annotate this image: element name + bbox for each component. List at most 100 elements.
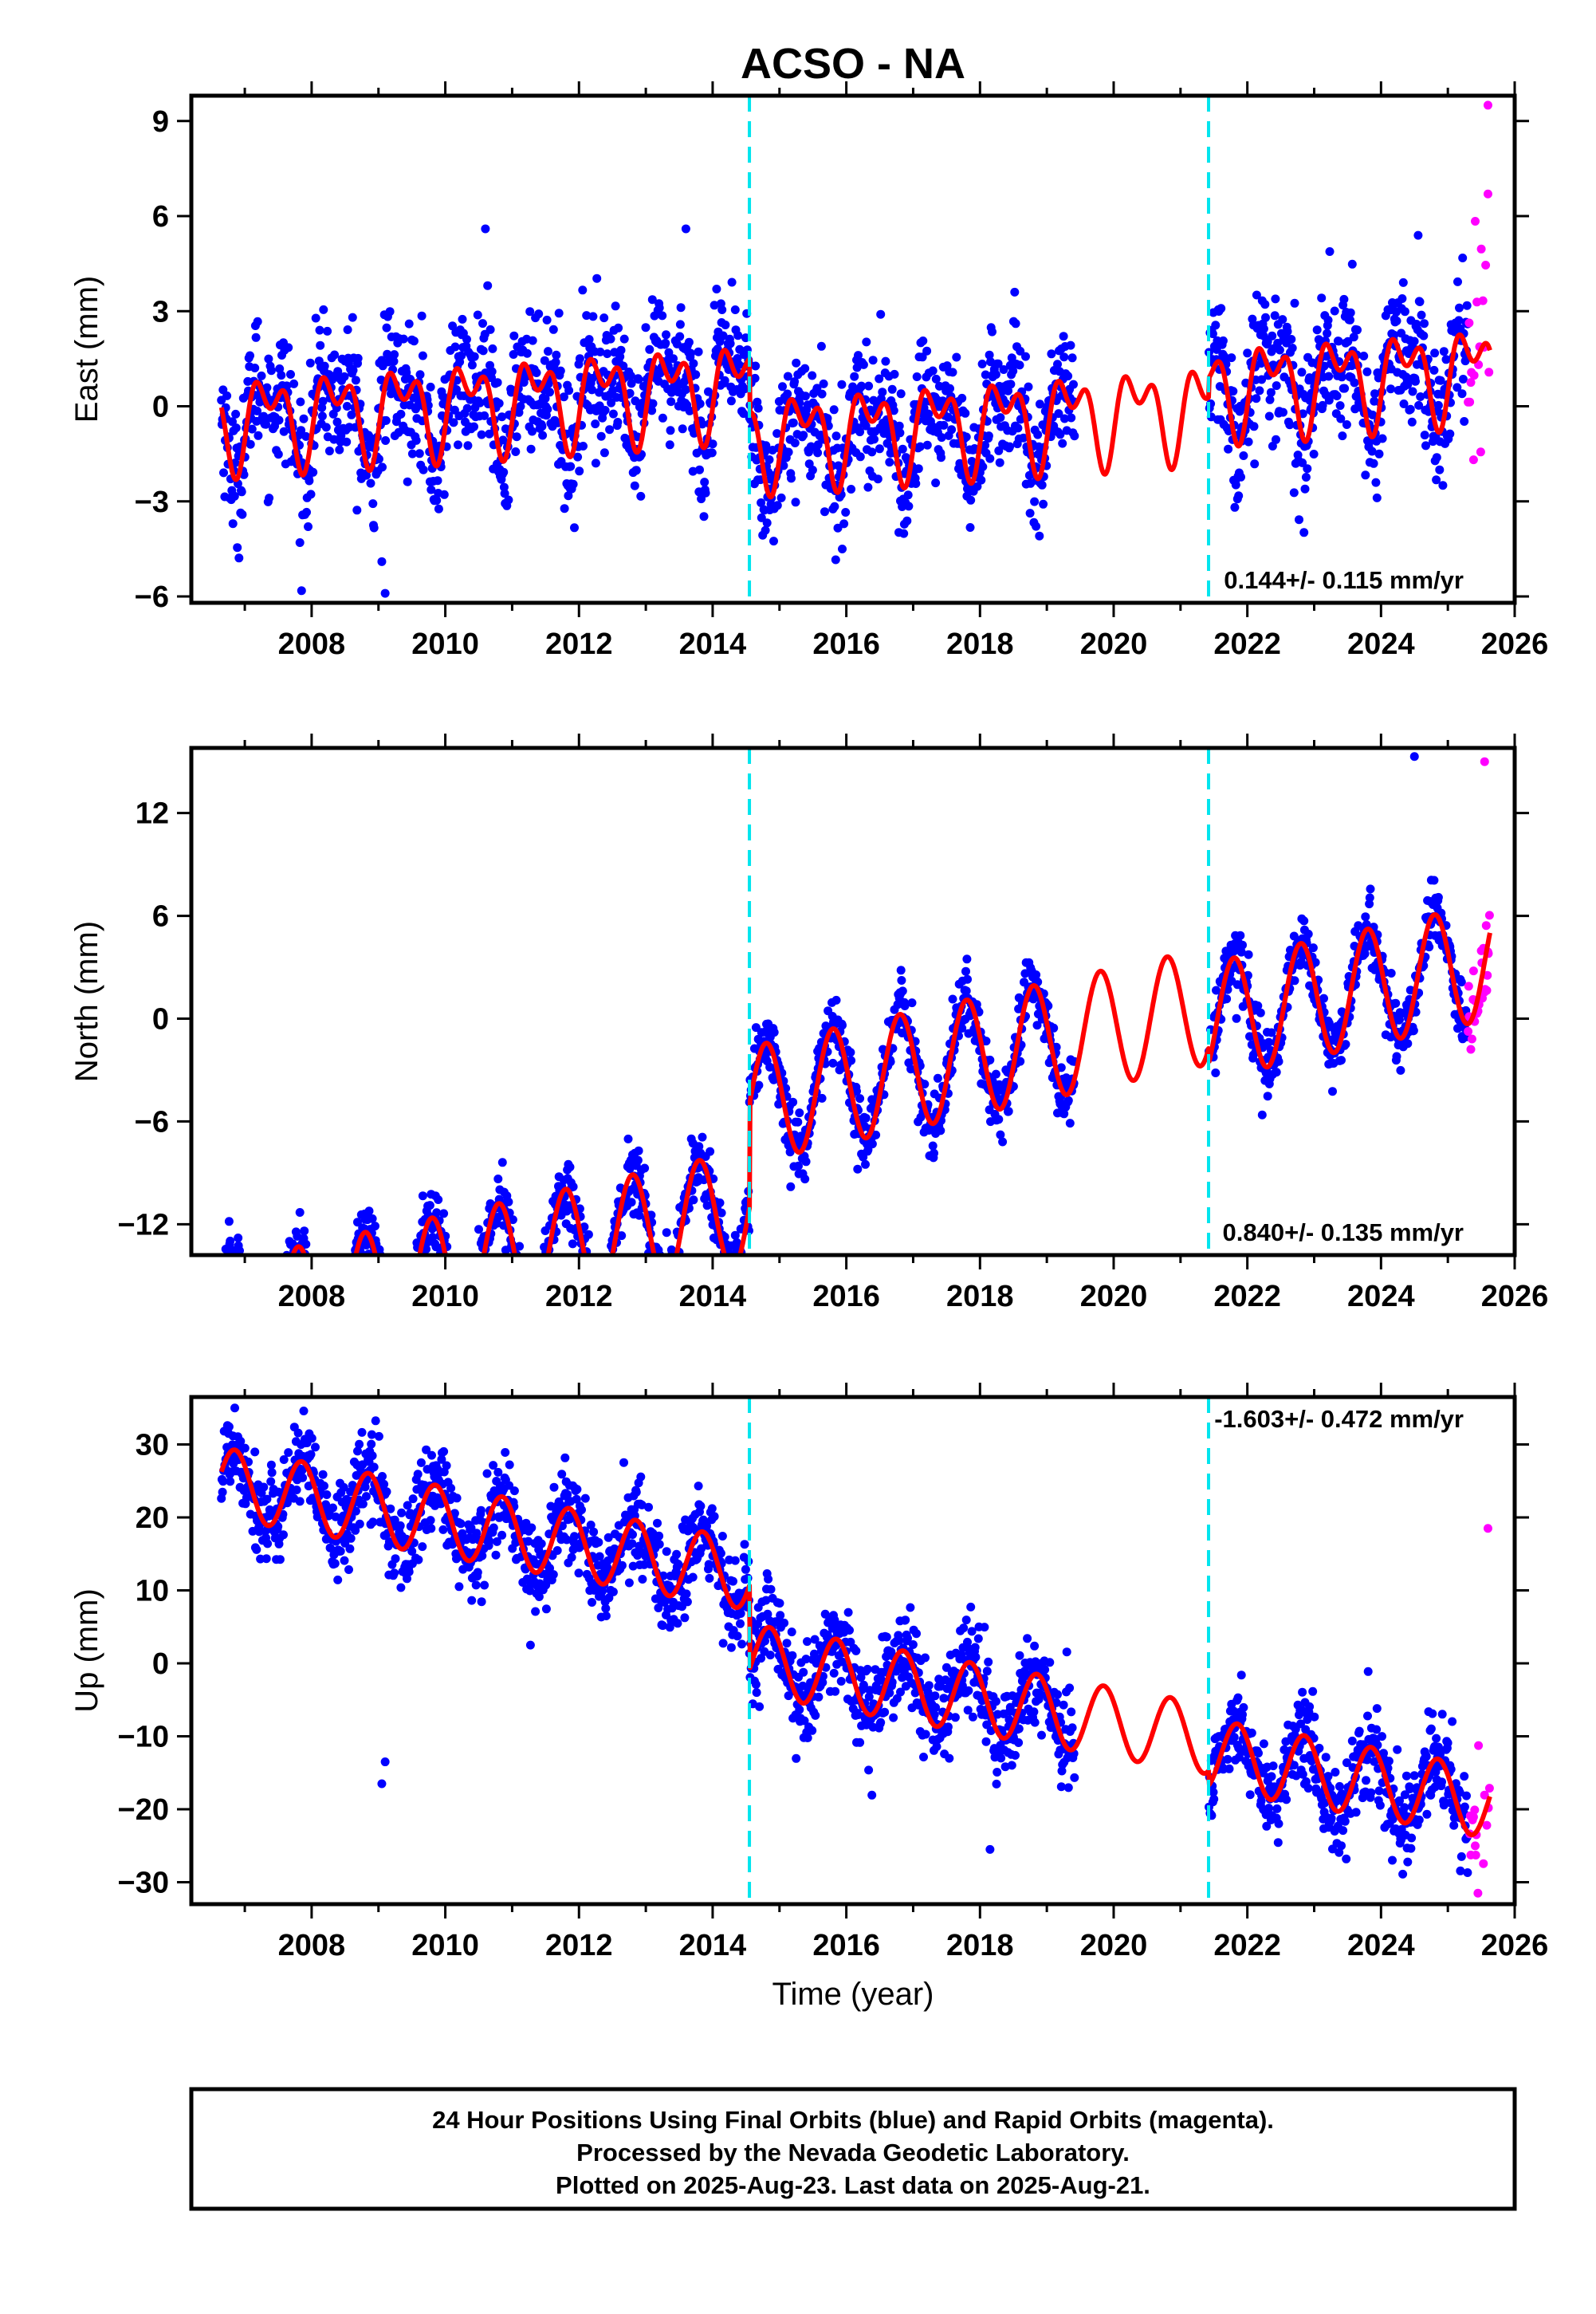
final-point xyxy=(264,1357,273,1366)
final-point xyxy=(577,1505,586,1514)
final-point xyxy=(961,966,970,976)
final-point xyxy=(663,1287,672,1296)
final-point xyxy=(399,1341,407,1350)
final-point xyxy=(427,1450,436,1460)
final-point xyxy=(1035,531,1044,541)
final-point xyxy=(519,1309,528,1318)
final-point xyxy=(284,343,293,352)
final-point xyxy=(504,495,513,505)
final-point xyxy=(701,488,710,498)
final-point xyxy=(1069,380,1078,389)
final-point xyxy=(578,285,588,295)
final-point xyxy=(379,1479,389,1489)
final-point xyxy=(855,427,865,437)
final-point xyxy=(248,1333,257,1342)
final-point xyxy=(839,519,849,529)
final-point xyxy=(328,1379,336,1387)
final-point xyxy=(547,1262,556,1271)
final-point xyxy=(772,501,782,510)
final-point xyxy=(329,1387,338,1396)
final-point xyxy=(521,1304,530,1312)
final-point xyxy=(981,440,990,450)
final-point xyxy=(379,1298,387,1307)
final-point xyxy=(227,1277,236,1286)
final-point xyxy=(957,393,967,403)
final-point xyxy=(712,285,721,293)
final-point xyxy=(239,1282,248,1291)
final-point xyxy=(689,359,698,368)
final-point xyxy=(896,389,906,399)
final-point xyxy=(278,1265,287,1273)
final-point xyxy=(630,481,639,490)
final-point xyxy=(336,1313,344,1322)
final-point xyxy=(902,516,912,525)
final-point xyxy=(973,482,982,491)
final-point xyxy=(227,1271,236,1280)
final-point xyxy=(254,1333,263,1342)
final-point xyxy=(393,1364,402,1373)
final-point xyxy=(257,371,266,380)
final-point xyxy=(1366,884,1375,894)
final-point xyxy=(231,1273,240,1281)
final-point xyxy=(1252,394,1261,403)
final-point xyxy=(730,1230,740,1240)
y-tick-label: −6 xyxy=(135,580,169,614)
final-point xyxy=(548,325,558,334)
final-point xyxy=(333,367,343,376)
final-point xyxy=(1016,346,1025,356)
final-point xyxy=(224,1217,234,1226)
final-point xyxy=(584,1230,593,1239)
x-tick-label: 2010 xyxy=(411,628,479,661)
final-point xyxy=(674,1264,682,1273)
final-point xyxy=(658,1281,666,1289)
final-point xyxy=(404,1567,414,1576)
final-point xyxy=(326,1405,335,1414)
final-point xyxy=(977,475,986,485)
final-point xyxy=(573,452,583,462)
final-point xyxy=(376,376,386,384)
final-point xyxy=(582,311,592,321)
final-point xyxy=(907,998,917,1008)
final-point xyxy=(335,1355,344,1364)
final-point xyxy=(560,504,569,514)
final-point xyxy=(379,1302,387,1311)
final-point xyxy=(400,1344,409,1353)
final-point xyxy=(1007,353,1016,363)
final-point xyxy=(321,423,331,432)
rapid-point xyxy=(1481,921,1491,931)
final-point xyxy=(396,409,406,419)
final-point xyxy=(625,388,635,398)
final-point xyxy=(1457,389,1467,399)
final-point xyxy=(1417,310,1426,320)
final-point xyxy=(554,309,564,318)
final-point xyxy=(371,1416,380,1426)
final-point xyxy=(307,1434,316,1443)
final-point xyxy=(651,1260,659,1269)
final-point xyxy=(579,442,588,451)
final-point xyxy=(588,312,598,321)
final-point xyxy=(385,1308,394,1316)
final-point xyxy=(530,1306,539,1315)
final-point xyxy=(560,1453,570,1462)
final-point xyxy=(254,431,263,440)
final-point xyxy=(991,1069,1000,1079)
final-point xyxy=(400,1344,409,1352)
final-point xyxy=(1409,1026,1418,1035)
final-point xyxy=(374,1273,383,1282)
final-point xyxy=(518,1282,527,1291)
final-point xyxy=(362,1492,371,1501)
final-point xyxy=(250,364,260,372)
final-point xyxy=(1429,876,1439,885)
final-point xyxy=(402,1313,411,1322)
final-point xyxy=(267,1468,277,1478)
final-point xyxy=(523,1309,532,1317)
final-point xyxy=(1287,335,1296,344)
final-point xyxy=(1011,319,1020,329)
rapid-point xyxy=(1467,1034,1476,1044)
final-point xyxy=(220,1282,229,1291)
outlier-point xyxy=(474,1225,484,1234)
final-point xyxy=(784,447,793,457)
final-point xyxy=(1030,497,1040,506)
final-point xyxy=(1063,372,1073,381)
final-point xyxy=(238,1273,246,1282)
